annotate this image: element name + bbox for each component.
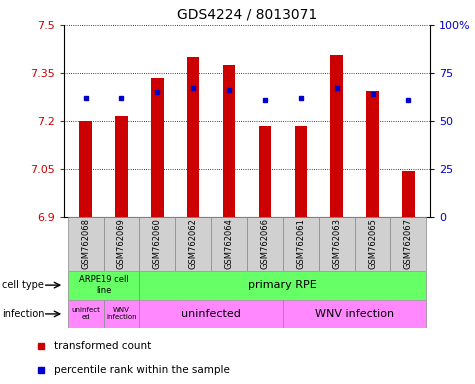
Bar (68, 271, 140, 300)
Bar (211, 217, 247, 271)
Text: GSM762060: GSM762060 (153, 218, 162, 269)
Bar (283, 217, 319, 271)
Bar (140, 217, 175, 271)
Text: uninfect
ed: uninfect ed (71, 308, 100, 320)
Text: WNV
infection: WNV infection (106, 308, 137, 320)
Text: GSM762066: GSM762066 (260, 218, 269, 269)
Text: GSM762068: GSM762068 (81, 218, 90, 269)
Bar (68, 217, 104, 271)
Bar (68, 300, 104, 328)
Title: GDS4224 / 8013071: GDS4224 / 8013071 (177, 7, 317, 21)
Text: infection: infection (2, 309, 45, 319)
Bar (366, 91, 379, 217)
Text: WNV infection: WNV infection (315, 309, 394, 319)
Bar (247, 217, 283, 271)
Bar (104, 300, 140, 328)
Bar (390, 217, 426, 271)
Text: GSM762063: GSM762063 (332, 218, 341, 269)
Text: uninfected: uninfected (181, 309, 241, 319)
Bar (294, 126, 307, 217)
Text: GSM762065: GSM762065 (368, 218, 377, 269)
Text: primary RPE: primary RPE (248, 280, 317, 290)
Text: GSM762064: GSM762064 (225, 218, 234, 269)
Bar (151, 78, 163, 217)
Text: cell type: cell type (2, 280, 44, 290)
Bar (140, 271, 426, 300)
Bar (402, 170, 415, 217)
Bar (331, 55, 343, 217)
Text: ARPE19 cell
line: ARPE19 cell line (79, 275, 128, 295)
Bar (283, 300, 426, 328)
Text: GSM762067: GSM762067 (404, 218, 413, 269)
Bar (104, 217, 140, 271)
Bar (354, 217, 390, 271)
Bar (259, 126, 271, 217)
Bar (319, 217, 354, 271)
Text: percentile rank within the sample: percentile rank within the sample (54, 364, 230, 375)
Bar (175, 217, 211, 271)
Bar (140, 300, 283, 328)
Text: GSM762069: GSM762069 (117, 218, 126, 269)
Bar (115, 116, 128, 217)
Bar (223, 65, 235, 217)
Text: GSM762061: GSM762061 (296, 218, 305, 269)
Bar (187, 57, 200, 217)
Text: transformed count: transformed count (54, 341, 152, 351)
Text: GSM762062: GSM762062 (189, 218, 198, 269)
Bar (79, 121, 92, 217)
